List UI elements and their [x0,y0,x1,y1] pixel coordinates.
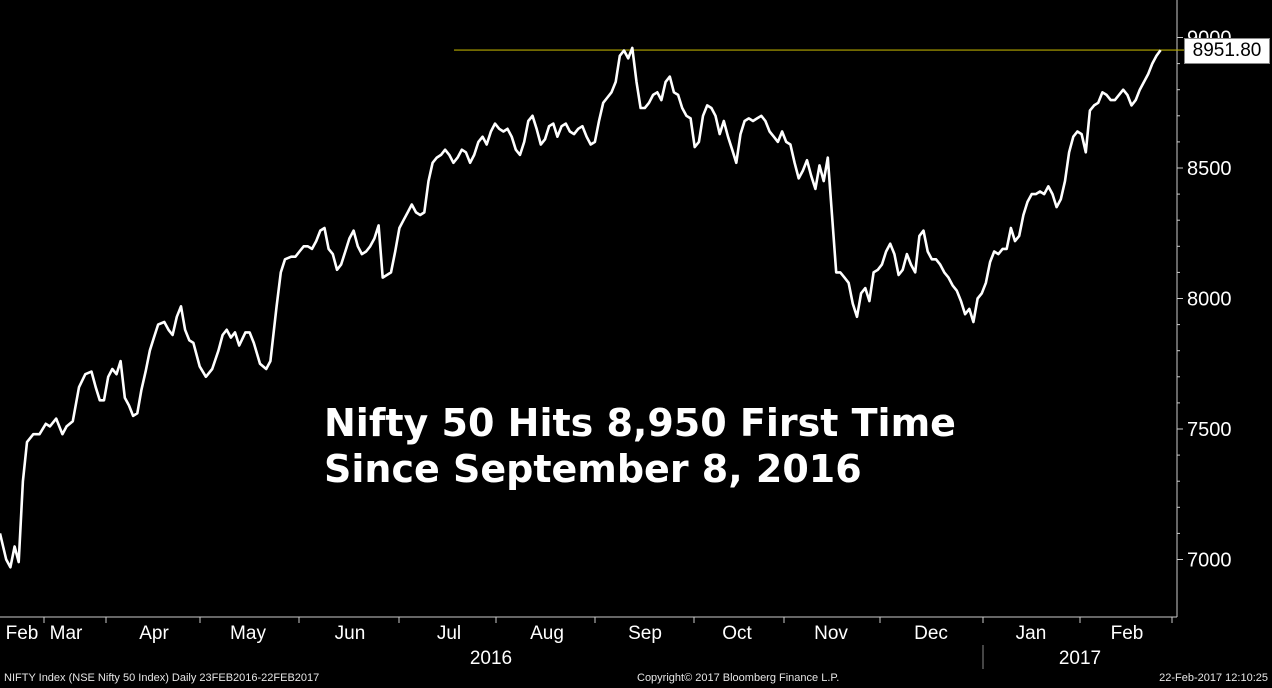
axes-layer: 70007500800085009000FebMarAprMayJunJulAu… [0,0,1232,669]
footer-copyright: Copyright© 2017 Bloomberg Finance L.P. [637,672,840,684]
y-tick-label: 8000 [1187,289,1232,311]
footer-index-info: NIFTY Index (NSE Nifty 50 Index) Daily 2… [4,672,320,684]
x-tick-label: Sep [628,623,662,644]
year-label: 2017 [1059,648,1101,669]
y-tick-label: 7500 [1187,419,1232,441]
last-price-label: 8951.80 [1184,38,1270,64]
series-layer [0,46,1184,569]
x-tick-label: Mar [50,623,83,644]
x-tick-label: May [230,623,266,644]
chart-headline: Nifty 50 Hits 8,950 First Time Since Sep… [324,400,956,492]
x-tick-label: Oct [722,623,752,644]
x-tick-label: Jul [437,623,461,644]
y-tick-label: 8500 [1187,158,1232,180]
series-line [0,46,1162,569]
footer-timestamp: 22-Feb-2017 12:10:25 [1159,672,1268,684]
x-tick-label: Jan [1016,623,1047,644]
headline-line-1: Nifty 50 Hits 8,950 First Time [324,401,956,445]
x-tick-label: Aug [530,623,564,644]
x-tick-label: Apr [139,623,169,644]
x-tick-label: Feb [1111,623,1144,644]
x-tick-label: Nov [814,623,848,644]
x-tick-label: Dec [914,623,948,644]
x-tick-label: Feb [6,623,39,644]
x-tick-label: Jun [335,623,366,644]
year-label: 2016 [470,648,512,669]
headline-line-2: Since September 8, 2016 [324,447,862,491]
y-tick-label: 7000 [1187,550,1232,572]
